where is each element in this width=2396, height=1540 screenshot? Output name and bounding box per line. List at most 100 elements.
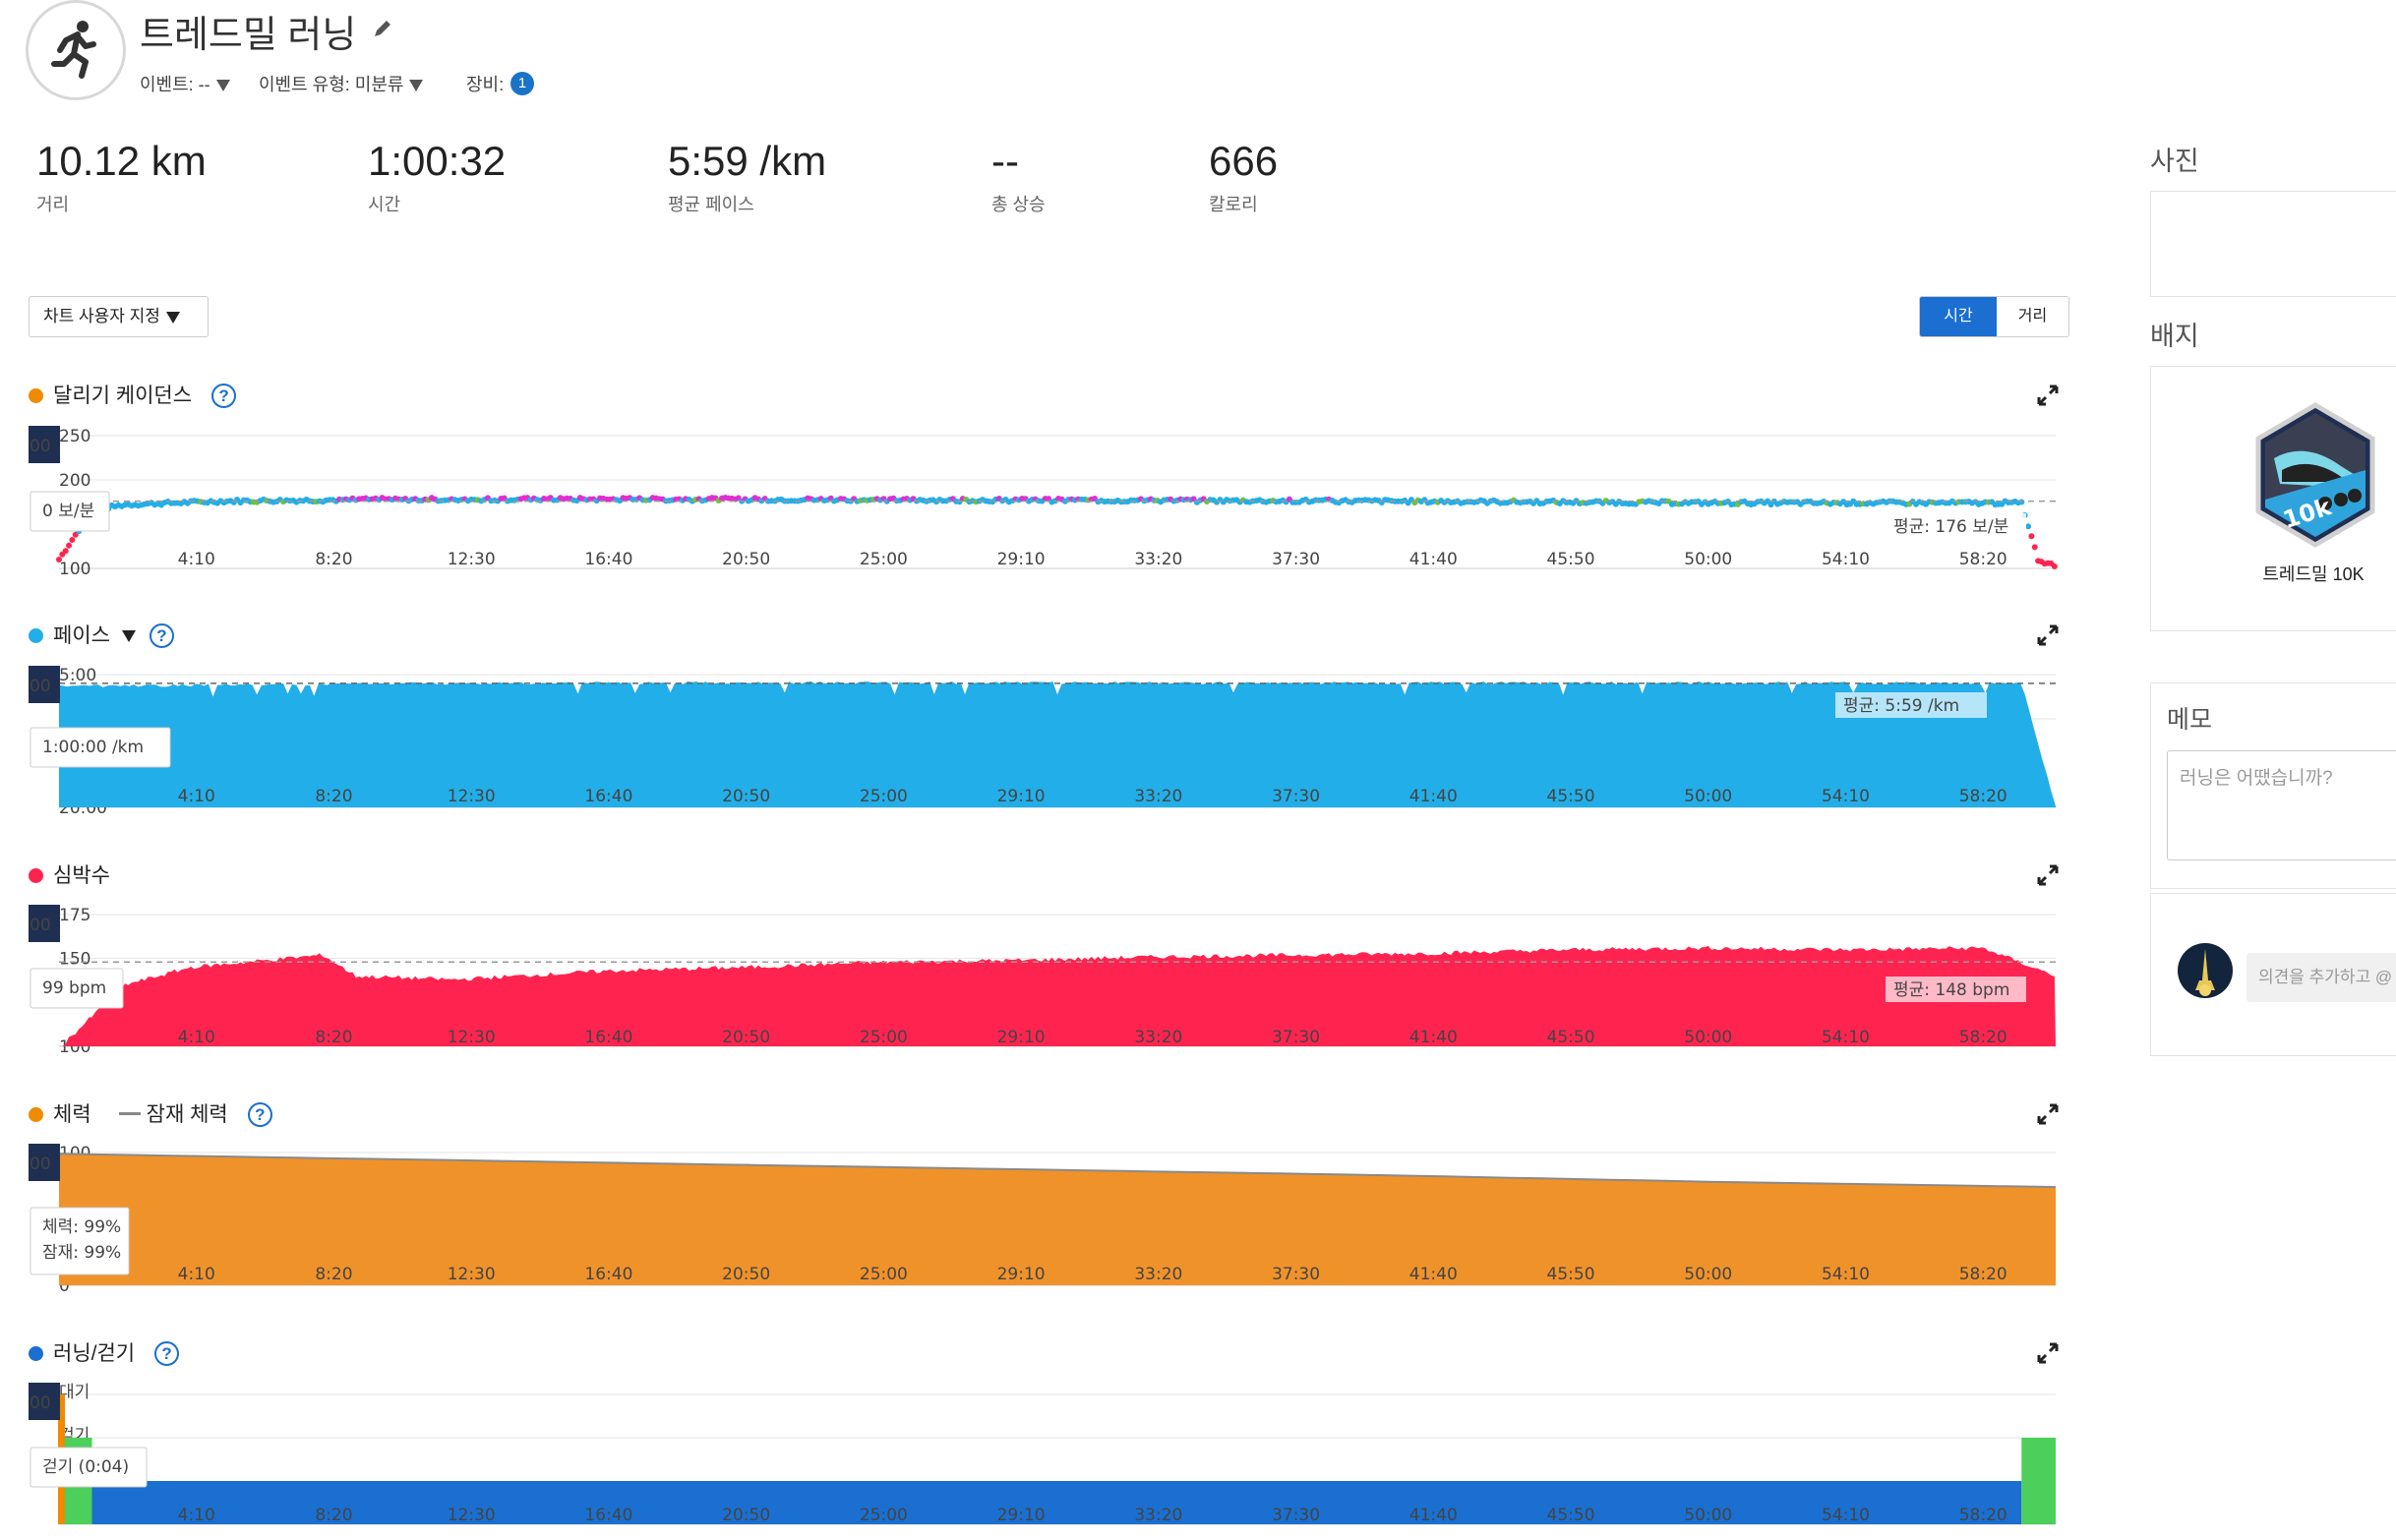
cadence-point xyxy=(2028,533,2035,540)
cadence-y-tick-label: 250 xyxy=(59,427,90,446)
run-walk-x-tick-label: 8:20 xyxy=(315,1506,352,1525)
run-walk-title: 러닝/걷기 xyxy=(53,1342,136,1365)
pace-x-tick-label: 8:20 xyxy=(315,787,352,806)
heart-rate-x-tick-label: 33:20 xyxy=(1134,1028,1182,1047)
stamina-area xyxy=(59,1154,2056,1285)
treadmill-badge-icon[interactable]: 10k xyxy=(2246,401,2384,549)
run-walk-x-tick-label: 33:20 xyxy=(1134,1506,1182,1525)
stamina-x-tick-label: 4:10 xyxy=(178,1265,215,1284)
heart-rate-average-label: 평균: 148 bpm xyxy=(1893,980,2009,1000)
heart-rate-x-tick-label: 45:50 xyxy=(1547,1028,1595,1047)
run-walk-segment xyxy=(91,1481,2022,1524)
pace-x-tick-label: 50:00 xyxy=(1684,787,1732,806)
run-walk-x-tick-label: 41:40 xyxy=(1409,1506,1458,1525)
expand-icon[interactable] xyxy=(2035,1101,2061,1127)
pace-x-tick-label: 12:30 xyxy=(448,787,496,806)
pace-x-tick-label: 29:10 xyxy=(997,787,1046,806)
run-walk-x-tick-label: 20:50 xyxy=(722,1506,770,1525)
potential-stamina-legend-line xyxy=(118,1112,141,1115)
cadence-average-badge xyxy=(1886,513,2026,539)
run-walk-x-tick-label: 29:10 xyxy=(997,1506,1046,1525)
event-label: 이벤트: -- xyxy=(140,75,210,94)
expand-icon[interactable] xyxy=(2035,622,2061,648)
badges-panel: 10k 트레드밀 10K xyxy=(2150,366,2396,631)
stamina-x-tick-label: 33:20 xyxy=(1134,1265,1182,1284)
expand-icon[interactable] xyxy=(2035,862,2061,888)
pace-cursor-marker xyxy=(29,666,60,703)
cadence-y-tick-label: 100 xyxy=(59,560,90,579)
cadence-x-tick-label: 58:20 xyxy=(1959,550,2007,569)
heart-rate-average-badge xyxy=(1886,977,2026,1002)
help-icon[interactable]: ? xyxy=(154,1341,180,1366)
stamina-x-tick-label: 25:00 xyxy=(860,1265,908,1284)
stamina-x-tick-label: 29:10 xyxy=(997,1265,1046,1284)
heart-rate-x-tick-label: 12:30 xyxy=(448,1028,496,1047)
stamina-cursor-label: 00 xyxy=(30,1155,51,1174)
stat-calories-value: 666 xyxy=(1209,138,1279,184)
cadence-x-tick-label: 37:30 xyxy=(1272,550,1320,569)
help-icon[interactable]: ? xyxy=(211,384,237,408)
stat-pace-label: 평균 페이스 xyxy=(668,195,754,214)
pace-x-tick-label: 4:10 xyxy=(178,787,215,806)
photos-panel[interactable] xyxy=(2150,191,2396,297)
expand-icon[interactable] xyxy=(2035,1340,2061,1366)
potential-stamina-line xyxy=(58,1153,2057,1189)
gear-label: 장비: xyxy=(466,75,505,94)
gear-count-badge[interactable]: 1 xyxy=(510,72,534,95)
memo-panel xyxy=(2150,682,2396,889)
cadence-point xyxy=(2018,499,2025,505)
activity-charts: 250 200 100 4:10 8:20 12:30 16:40 20:50 25:00 29:… xyxy=(29,426,2058,1525)
cadence-x-tick-label: 12:30 xyxy=(448,550,496,569)
stat-distance-label: 거리 xyxy=(36,195,70,214)
stat-pace-value: 5:59 /km xyxy=(668,138,827,184)
help-icon[interactable]: ? xyxy=(247,1102,272,1127)
cadence-y-tick-label: 200 xyxy=(59,471,90,491)
heart-rate-cursor-marker xyxy=(29,905,60,942)
stamina-x-tick-label: 16:40 xyxy=(584,1265,632,1284)
event-type-dropdown[interactable]: 이벤트 유형: 미분류 xyxy=(259,71,424,96)
heart-rate-tooltip-box xyxy=(30,968,124,1009)
pace-x-tick-label: 45:50 xyxy=(1547,787,1595,806)
run-walk-x-tick-label: 25:00 xyxy=(860,1506,908,1525)
pace-x-tick-label: 20:50 xyxy=(722,787,770,806)
activity-title[interactable]: 트레드밀 러닝 xyxy=(140,15,357,56)
badge-name: 트레드밀 10K xyxy=(2262,564,2365,584)
heart-rate-x-tick-label: 41:40 xyxy=(1409,1028,1458,1047)
event-dropdown[interactable]: 이벤트: -- xyxy=(140,71,230,96)
cadence-cursor-label: 00 xyxy=(30,437,51,456)
cadence-point xyxy=(66,542,73,549)
toggle-time-button[interactable]: 시간 xyxy=(1920,297,1997,336)
cadence-x-tick-label: 50:00 xyxy=(1684,550,1732,569)
run-walk-x-tick-label: 37:30 xyxy=(1272,1506,1320,1525)
heart-rate-y-tick-label: 150 xyxy=(59,950,90,970)
chevron-down-icon[interactable] xyxy=(121,630,136,643)
comment-input[interactable]: 의견을 추가하고 @ xyxy=(2246,953,2396,1002)
pace-y-tick-label: 5:00 xyxy=(59,666,96,685)
user-avatar[interactable] xyxy=(2176,941,2235,1000)
help-icon[interactable]: ? xyxy=(149,623,174,648)
cadence-x-tick-label: 54:10 xyxy=(1822,550,1870,569)
pace-title[interactable]: 페이스 xyxy=(53,624,110,647)
pencil-icon[interactable] xyxy=(372,18,393,39)
cadence-title: 달리기 케이던스 xyxy=(53,385,193,407)
chevron-down-icon xyxy=(409,80,424,92)
heart-rate-x-tick-label: 58:20 xyxy=(1959,1028,2007,1047)
cadence-x-tick-label: 4:10 xyxy=(178,550,215,569)
toggle-distance-button[interactable]: 거리 xyxy=(1997,297,2068,336)
cadence-x-tick-label: 29:10 xyxy=(997,550,1046,569)
pace-area xyxy=(59,681,2056,807)
customize-charts-button[interactable]: 차트 사용자 지정 xyxy=(29,296,209,337)
expand-icon[interactable] xyxy=(2035,383,2061,408)
cadence-header: 달리기 케이던스? xyxy=(29,380,237,409)
stamina-y-tick-label: 0 xyxy=(59,1276,70,1296)
pace-legend-dot xyxy=(29,628,43,643)
cadence-x-tick-label: 20:50 xyxy=(722,550,770,569)
memo-textarea[interactable]: 러닝은 어땠습니까? xyxy=(2167,750,2396,860)
run-walk-x-tick-label: 16:40 xyxy=(584,1506,632,1525)
stamina-x-tick-label: 12:30 xyxy=(448,1265,496,1284)
badges-title: 배지 xyxy=(2150,322,2199,351)
heart-rate-header: 심박수 xyxy=(29,859,110,889)
cadence-point xyxy=(2025,523,2032,530)
activity-type-avatar xyxy=(26,0,126,100)
cadence-tooltip-text: 0 보/분 xyxy=(42,502,94,521)
